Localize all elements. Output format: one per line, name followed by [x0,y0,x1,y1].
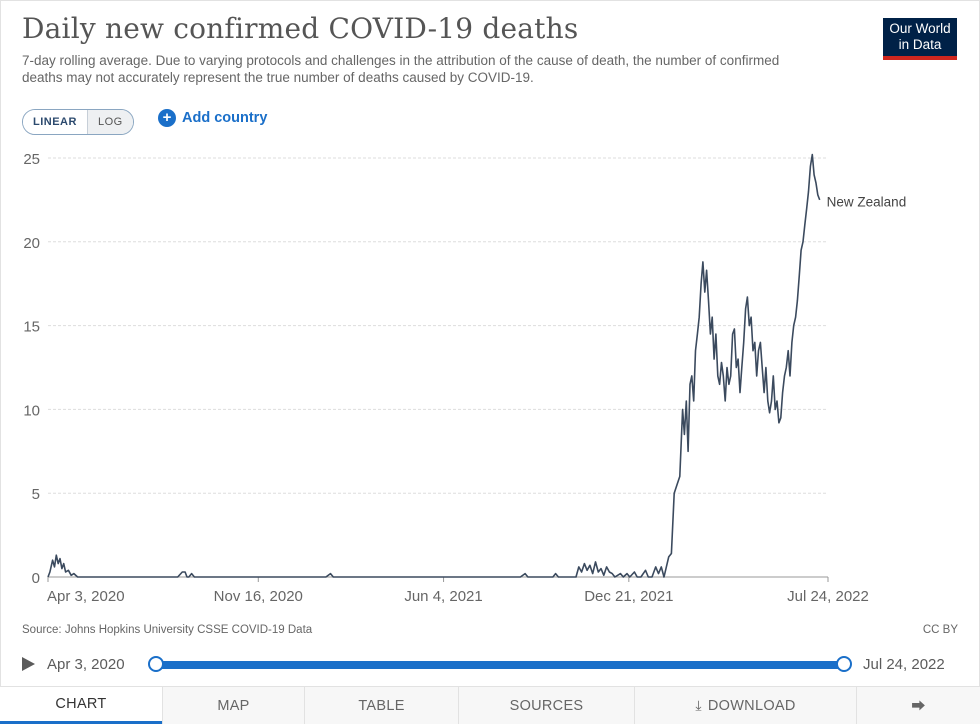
tab-map[interactable]: MAP [162,687,304,724]
timeline: Apr 3, 2020 Jul 24, 2022 [0,650,980,680]
download-icon: ⤓ [695,697,702,713]
y-tick-label: 20 [23,235,40,252]
linear-scale-button[interactable]: LINEAR [23,110,87,134]
x-tick-label: Jul 24, 2022 [787,588,869,605]
timeline-start-handle[interactable] [148,656,164,672]
tab-table[interactable]: TABLE [304,687,458,724]
chart-title: Daily new confirmed COVID-19 deaths [22,12,579,45]
license-link[interactable]: CC BY [922,624,958,636]
logo-line-1: Our World [889,21,951,36]
timeline-end-handle[interactable] [836,656,852,672]
timeline-track[interactable] [156,661,844,669]
y-tick-label: 25 [23,151,40,168]
series-label[interactable]: New Zealand [827,195,907,210]
tab-chart[interactable]: CHART [0,687,162,724]
tab-download[interactable]: ⤓ DOWNLOAD [634,687,856,724]
share-icon: ⮕ [911,697,926,714]
logo-line-2: in Data [898,37,942,52]
add-country-button[interactable]: + Add country [158,109,267,127]
y-tick-label: 5 [32,486,40,503]
timeline-end-label: Jul 24, 2022 [863,656,945,673]
tab-sources[interactable]: SOURCES [458,687,634,724]
play-icon[interactable] [22,657,35,671]
share-button[interactable]: ⮕ [856,687,980,724]
timeline-start-label: Apr 3, 2020 [47,656,125,673]
line-chart: 0 5 10 15 20 25 Apr 3, 2020 Nov 16, 2020 Jun 4,… [23,151,907,605]
x-tick-label: Jun 4, 2021 [404,588,482,605]
y-tick-label: 15 [23,319,40,336]
chart-subtitle: 7-day rolling average. Due to varying pr… [22,53,780,85]
add-country-label: Add country [182,110,268,126]
y-tick-label: 10 [23,402,40,419]
series-line-new-zealand[interactable] [47,153,821,578]
y-tick-label: 0 [32,570,40,587]
x-tick-label: Apr 3, 2020 [47,588,125,605]
logo-stripe [883,56,957,60]
log-scale-button[interactable]: LOG [86,110,133,134]
owid-logo[interactable]: Our World in Data [883,18,957,60]
tab-bar: CHART MAP TABLE SOURCES ⤓ DOWNLOAD ⮕ [0,686,980,724]
x-tick-label: Nov 16, 2020 [214,588,303,605]
source-note: Source: Johns Hopkins University CSSE CO… [22,624,313,636]
x-tick-label: Dec 21, 2021 [584,588,673,605]
scale-toggle: LINEAR LOG [22,109,134,135]
plus-circle-icon: + [158,109,176,127]
tab-download-label: DOWNLOAD [707,697,796,714]
